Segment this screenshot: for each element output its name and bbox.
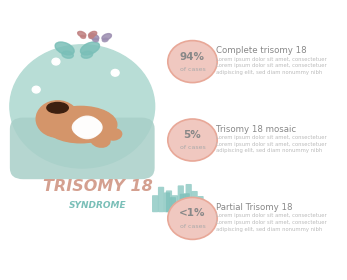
FancyBboxPatch shape — [164, 192, 170, 212]
FancyBboxPatch shape — [180, 194, 186, 212]
Text: 94%: 94% — [180, 52, 205, 62]
Ellipse shape — [62, 51, 73, 58]
Text: Trisomy 18 mosaic: Trisomy 18 mosaic — [215, 125, 296, 134]
Ellipse shape — [89, 34, 99, 40]
Circle shape — [168, 41, 217, 83]
Ellipse shape — [47, 102, 68, 113]
Circle shape — [32, 86, 40, 93]
Circle shape — [168, 119, 217, 161]
Ellipse shape — [91, 133, 110, 147]
Text: Lorem ipsum dolor sit amet, consectetuer
Lorem ipsum dolor sit amet, consectetue: Lorem ipsum dolor sit amet, consectetuer… — [215, 214, 326, 232]
FancyBboxPatch shape — [192, 191, 198, 212]
FancyBboxPatch shape — [10, 118, 155, 179]
Circle shape — [52, 58, 60, 65]
Ellipse shape — [55, 42, 74, 55]
Text: of cases: of cases — [180, 145, 205, 150]
Circle shape — [36, 101, 79, 137]
Text: Lorem ipsum dolor sit amet, consectetuer
Lorem ipsum dolor sit amet, consectetue: Lorem ipsum dolor sit amet, consectetuer… — [215, 135, 326, 153]
Circle shape — [111, 69, 119, 76]
Ellipse shape — [78, 31, 86, 37]
Circle shape — [10, 45, 155, 168]
Ellipse shape — [93, 38, 98, 42]
Ellipse shape — [44, 106, 117, 143]
FancyBboxPatch shape — [170, 197, 176, 212]
Ellipse shape — [105, 129, 122, 140]
Ellipse shape — [81, 51, 93, 58]
Text: of cases: of cases — [180, 224, 205, 229]
FancyBboxPatch shape — [172, 195, 178, 212]
Text: TRISOMY 18: TRISOMY 18 — [43, 179, 153, 194]
FancyBboxPatch shape — [186, 184, 192, 212]
Text: SYNDROME: SYNDROME — [69, 201, 127, 210]
Ellipse shape — [81, 42, 100, 55]
Text: 5%: 5% — [184, 130, 201, 140]
FancyBboxPatch shape — [158, 187, 164, 212]
FancyBboxPatch shape — [178, 185, 184, 212]
Circle shape — [168, 197, 217, 239]
FancyBboxPatch shape — [184, 193, 190, 212]
Circle shape — [74, 116, 100, 139]
Text: of cases: of cases — [180, 67, 205, 72]
Text: Complete trisomy 18: Complete trisomy 18 — [215, 46, 306, 55]
Ellipse shape — [81, 35, 85, 38]
Ellipse shape — [102, 38, 108, 42]
FancyBboxPatch shape — [197, 196, 204, 212]
FancyBboxPatch shape — [152, 195, 158, 212]
FancyBboxPatch shape — [166, 190, 172, 212]
Text: Partial Trisomy 18: Partial Trisomy 18 — [215, 203, 292, 212]
Text: <1%: <1% — [179, 208, 206, 218]
Text: Lorem ipsum dolor sit amet, consectetuer
Lorem ipsum dolor sit amet, consectetue: Lorem ipsum dolor sit amet, consectetuer… — [215, 57, 326, 75]
Ellipse shape — [73, 118, 102, 137]
Ellipse shape — [102, 34, 111, 40]
Ellipse shape — [89, 35, 94, 38]
Ellipse shape — [88, 31, 97, 37]
